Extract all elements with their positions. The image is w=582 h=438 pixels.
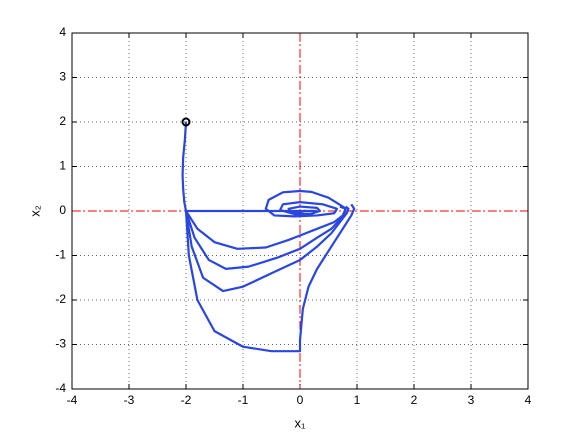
y-tick-label: -3: [55, 337, 66, 351]
x-tick-label: 0: [297, 393, 304, 407]
x-tick-label: 1: [354, 393, 361, 407]
y-tick-label: 2: [59, 114, 66, 128]
y-tick-label: -2: [55, 292, 66, 306]
trajectory: [264, 189, 344, 218]
x-tick-label: 4: [525, 393, 532, 407]
x-tick-label: -4: [67, 393, 78, 407]
trajectory: [184, 203, 356, 353]
y-tick-label: 0: [59, 203, 66, 217]
x-tick-label: -1: [238, 393, 249, 407]
y-tick-label: -4: [55, 381, 66, 395]
x-tick-label: -2: [181, 393, 192, 407]
y-tick-label: 1: [59, 159, 66, 173]
x-axis-label: x₁: [295, 415, 307, 430]
plot-frame: [71, 32, 529, 390]
x-tick-label: -3: [124, 393, 135, 407]
trajectory: [184, 205, 347, 270]
y-axis-label: x₂: [27, 205, 42, 217]
x-tick-label: 2: [411, 393, 418, 407]
y-tick-label: 3: [59, 70, 66, 84]
trajectory: [184, 205, 350, 293]
x-tick-label: 3: [468, 393, 475, 407]
y-tick-label: -1: [55, 248, 66, 262]
start-marker: [181, 117, 191, 127]
y-tick-label: 4: [59, 25, 66, 39]
trajectory: [181, 121, 188, 212]
